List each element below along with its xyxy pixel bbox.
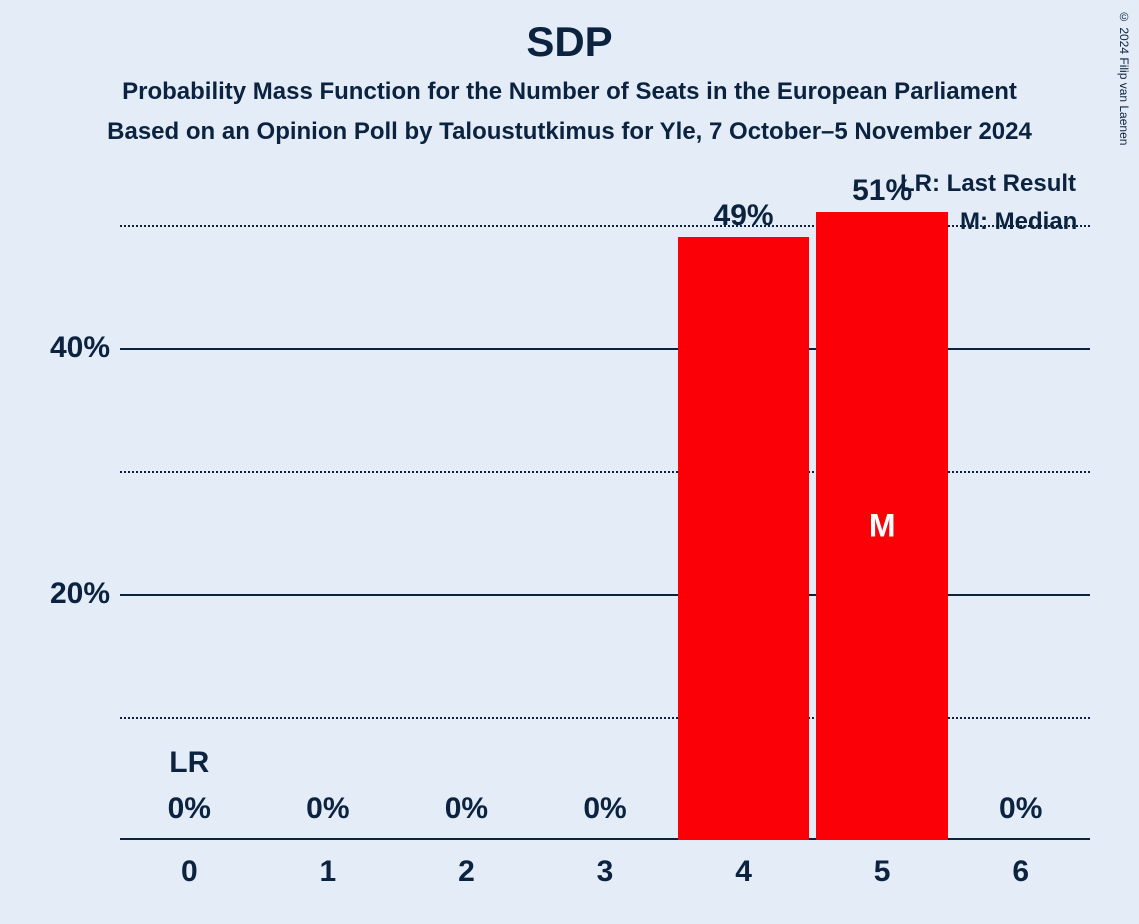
bar-value-label: 0% xyxy=(306,792,349,826)
median-marker: M xyxy=(869,508,896,545)
x-tick-label: 5 xyxy=(874,840,891,889)
x-tick-label: 3 xyxy=(597,840,614,889)
x-tick-label: 0 xyxy=(181,840,198,889)
plot-area: 20%40%0%00%10%20%349%451%50%6LRM xyxy=(120,200,1090,840)
legend-median: M: Median xyxy=(960,208,1077,236)
chart-title: SDP xyxy=(0,18,1139,66)
y-tick-label: 20% xyxy=(50,577,120,611)
copyright-text: © 2024 Filip van Laenen xyxy=(1117,10,1131,145)
legend-last-result: LR: Last Result xyxy=(900,170,1076,198)
bar-value-label: 0% xyxy=(168,792,211,826)
bar-value-label: 0% xyxy=(999,792,1042,826)
bar-value-label: 0% xyxy=(445,792,488,826)
chart-subtitle-1: Probability Mass Function for the Number… xyxy=(0,78,1139,106)
chart-subtitle-2: Based on an Opinion Poll by Taloustutkim… xyxy=(0,118,1139,146)
x-tick-label: 4 xyxy=(735,840,752,889)
last-result-marker: LR xyxy=(169,746,209,780)
chart-container: SDP Probability Mass Function for the Nu… xyxy=(0,0,1139,924)
y-tick-label: 40% xyxy=(50,331,120,365)
x-tick-label: 1 xyxy=(320,840,337,889)
bar-value-label: 49% xyxy=(714,199,774,233)
x-tick-label: 2 xyxy=(458,840,475,889)
x-tick-label: 6 xyxy=(1012,840,1029,889)
bar-value-label: 0% xyxy=(583,792,626,826)
bar xyxy=(678,237,810,840)
